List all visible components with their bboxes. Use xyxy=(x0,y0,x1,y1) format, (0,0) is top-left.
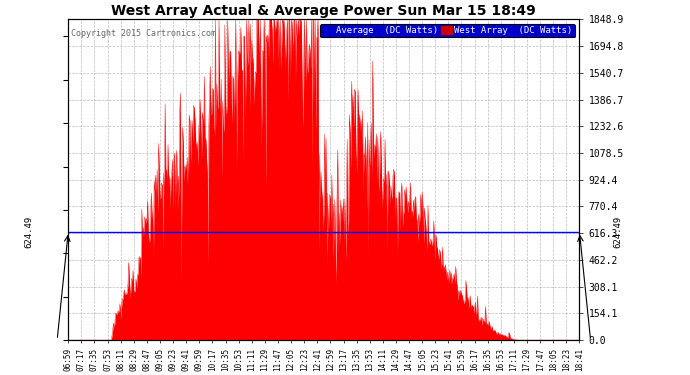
Title: West Array Actual & Average Power Sun Mar 15 18:49: West Array Actual & Average Power Sun Ma… xyxy=(112,4,536,18)
Text: Copyright 2015 Cartronics.com: Copyright 2015 Cartronics.com xyxy=(71,29,216,38)
Text: 624.49: 624.49 xyxy=(614,216,623,248)
Text: 624.49: 624.49 xyxy=(25,216,34,248)
Legend: Average  (DC Watts), West Array  (DC Watts): Average (DC Watts), West Array (DC Watts… xyxy=(320,24,575,38)
